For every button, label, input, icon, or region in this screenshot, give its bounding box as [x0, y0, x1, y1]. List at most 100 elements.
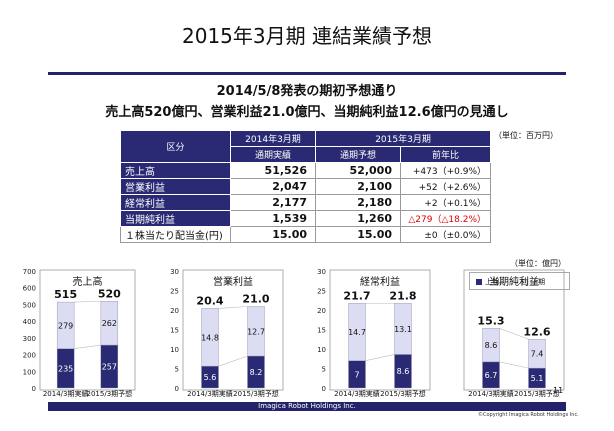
x-category-label: 2015/3期予想	[87, 389, 133, 398]
y-tick-label: 300	[23, 335, 36, 343]
x-category-label: 2015/3期予想	[380, 389, 426, 398]
connector-line	[218, 306, 248, 309]
x-category-label: 2014/3期実績	[334, 389, 380, 398]
connector-line	[365, 354, 395, 361]
page-number: 11	[553, 386, 564, 395]
financial-forecast-table: 区分 2014年3月期 2015年3月期 通期実績 通期予想 前年比 売上高 5…	[120, 130, 492, 243]
connector-line	[74, 344, 101, 350]
table-row: 営業利益 2,047 2,100 +52（+2.6%）	[120, 178, 492, 195]
connector-line	[218, 355, 248, 367]
bar-total-label: 20.4	[196, 294, 223, 307]
y-tick-label: 25	[170, 288, 179, 296]
bar-value-label: 257	[102, 363, 117, 372]
footer-bar: Imagica Robot Holdings Inc.	[48, 402, 566, 411]
x-category-label: 2015/3期予想	[233, 389, 279, 398]
bar-value-label: 8.2	[250, 368, 263, 377]
x-category-label: 2014/3期実績	[187, 389, 233, 398]
bar-value-label: 6.7	[485, 371, 498, 380]
bar-second-half	[100, 301, 119, 346]
bar-value-label: 5.1	[531, 374, 544, 383]
bar-value-label: 13.1	[394, 325, 412, 334]
table-row: １株当たり配当金(円) 15.00 15.00 ±0（±0.0%）	[120, 226, 492, 243]
row-label: 経常利益	[120, 194, 231, 211]
y-tick-label: 100	[23, 368, 36, 376]
chart-panel: 0 100 200 300 400 500 600 700 売上高 235 279 515 2014/3…	[23, 268, 136, 398]
row-actual: 51,526	[230, 162, 316, 179]
connector-line	[74, 300, 101, 303]
legend-label-second-half: 下期	[531, 278, 545, 286]
table-unit-label: （単位：百万円）	[494, 131, 558, 140]
chart-frame	[39, 269, 136, 391]
row-forecast: 2,180	[315, 194, 401, 211]
header-fy2015: 2015年3月期	[314, 130, 492, 147]
subtitle-secondary: 売上高520億円、営業利益21.0億円、当期純利益12.6億円の見通し	[105, 105, 509, 120]
y-tick-label: 30	[317, 268, 326, 276]
y-tick-label: 15	[170, 327, 179, 335]
row-yoy: △279（△18.2%）	[399, 210, 492, 227]
y-tick-label: 600	[23, 285, 36, 293]
bar-second-half	[528, 339, 546, 369]
chart-panel: 0 5 10 15 20 25 30 経常利益 7 14.7 21.7 2014/3期実績 8.6 13.…	[317, 268, 431, 398]
bar-value-label: 8.6	[485, 341, 498, 350]
x-category-label: 2015/3期予想	[514, 389, 560, 398]
chart-title: 当期純利益	[489, 275, 539, 288]
y-tick-label: 10	[170, 346, 179, 354]
row-forecast: 2,100	[315, 178, 401, 195]
row-label: 売上高	[120, 162, 231, 179]
y-tick-label: 0	[175, 385, 179, 393]
header-actual: 通期実績	[230, 146, 316, 163]
y-tick-label: 20	[170, 307, 179, 315]
bar-second-half	[482, 328, 500, 363]
financial-charts: 0100200300400500600700売上高2352795152014/3…	[23, 268, 565, 398]
row-yoy: +52（+2.6%）	[399, 178, 492, 195]
y-tick-label: 500	[23, 301, 36, 309]
legend-label-first-half: 上期、	[485, 278, 506, 286]
chart-legend: 上期、 下期	[469, 272, 570, 290]
row-forecast: 1,260	[315, 210, 401, 227]
row-forecast: 15.00	[315, 226, 401, 243]
row-actual: 15.00	[230, 226, 316, 243]
row-actual: 1,539	[230, 210, 316, 227]
bar-value-label: 14.8	[201, 333, 219, 342]
chart-panel: 0 5 10 15 20 25 30 営業利益 5.6 14.8 20.4 2014/3期実績 8.2 1…	[170, 268, 284, 398]
row-label: １株当たり配当金(円)	[120, 226, 231, 243]
y-tick-label: 400	[23, 318, 36, 326]
x-category-label: 2014/3期実績	[468, 389, 514, 398]
y-tick-label: 5	[322, 366, 326, 374]
chart-panel: 当期純利益 6.7 8.6 15.3 2014/3期実績 5.1 7.4 12.6 2015/3…	[463, 269, 565, 398]
chart-frame	[463, 269, 565, 391]
bar-value-label: 279	[58, 321, 73, 330]
title-divider	[48, 72, 566, 75]
bar-total-label: 21.0	[242, 292, 269, 305]
header-category: 区分	[120, 130, 231, 163]
bar-value-label: 5.6	[204, 373, 217, 382]
bar-second-half	[201, 308, 219, 367]
y-tick-label: 20	[317, 307, 326, 315]
bar-total-label: 12.6	[523, 325, 550, 338]
chart-unit-label: （単位：億円）	[510, 259, 566, 268]
chart-title: 営業利益	[213, 275, 253, 288]
bar-total-label: 15.3	[477, 314, 504, 327]
y-tick-label: 0	[322, 385, 326, 393]
bar-value-label: 262	[102, 319, 117, 328]
y-tick-label: 30	[170, 268, 179, 276]
bar-total-label: 515	[54, 288, 77, 301]
row-forecast: 52,000	[315, 162, 401, 179]
connector-line	[499, 361, 529, 369]
connector-line	[499, 328, 529, 340]
bar-second-half	[394, 303, 412, 355]
header-yoy: 前年比	[399, 146, 492, 163]
bar-total-label: 21.7	[343, 289, 370, 302]
y-tick-label: 25	[317, 288, 326, 296]
header-forecast: 通期予想	[315, 146, 401, 163]
row-actual: 2,177	[230, 194, 316, 211]
bar-value-label: 7	[354, 370, 359, 379]
footer-company: Imagica Robot Holdings Inc.	[258, 402, 356, 410]
subtitle-primary: 2014/5/8発表の期初予想通り	[216, 84, 398, 99]
row-yoy: ±0（±0.0%）	[399, 226, 492, 243]
legend-swatch-first-half	[476, 279, 482, 285]
bar-second-half	[56, 301, 75, 349]
table-row: 経常利益 2,177 2,180 +2（+0.1%）	[120, 194, 492, 211]
y-tick-label: 0	[32, 385, 36, 393]
y-tick-label: 200	[23, 352, 36, 360]
